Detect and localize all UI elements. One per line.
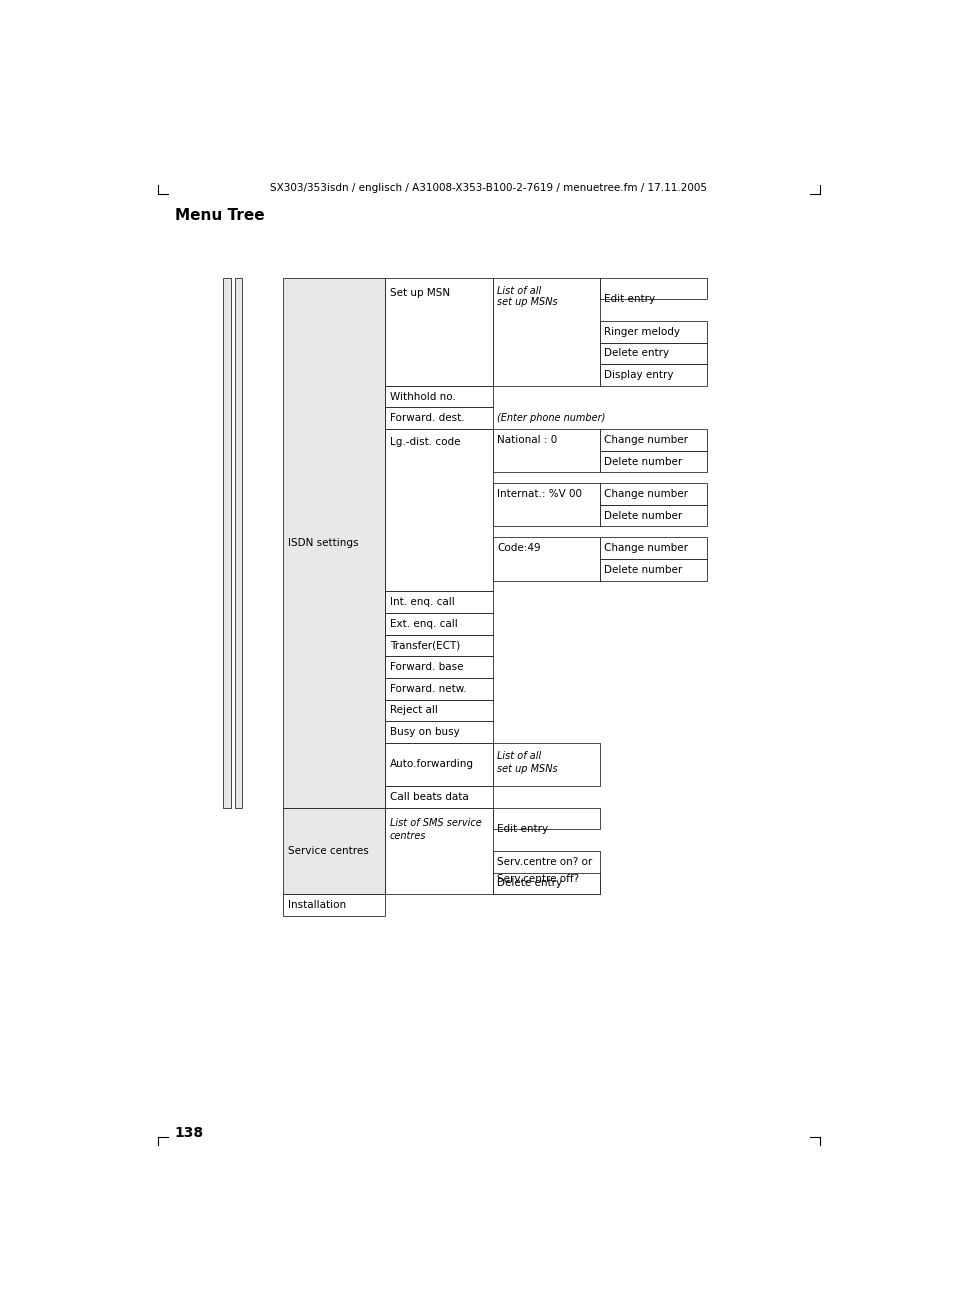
Text: National : 0: National : 0 <box>497 435 557 444</box>
Text: Transfer(ECT): Transfer(ECT) <box>390 640 459 651</box>
Bar <box>492 537 599 580</box>
Text: Int. enq. call: Int. enq. call <box>390 597 455 608</box>
Text: Delete entry: Delete entry <box>497 878 561 889</box>
Bar <box>385 699 492 721</box>
Text: ISDN settings: ISDN settings <box>288 537 358 548</box>
Bar <box>492 429 599 472</box>
Bar <box>599 537 706 559</box>
Text: Call beats data: Call beats data <box>390 792 468 802</box>
Bar <box>385 678 492 699</box>
Bar <box>599 365 706 386</box>
Bar <box>283 808 385 894</box>
Bar <box>222 277 231 808</box>
Bar <box>283 894 385 916</box>
Bar <box>492 742 599 786</box>
Text: List of all: List of all <box>497 750 540 761</box>
Text: Change number: Change number <box>603 544 687 553</box>
Text: Edit entry: Edit entry <box>497 825 548 834</box>
Text: Reject all: Reject all <box>390 706 437 715</box>
Bar <box>385 591 492 613</box>
Bar <box>599 484 706 505</box>
Bar <box>385 386 492 408</box>
Text: Delete entry: Delete entry <box>603 349 669 358</box>
Text: centres: centres <box>390 831 426 840</box>
Text: List of all: List of all <box>497 286 540 295</box>
Text: Set up MSN: Set up MSN <box>390 288 450 298</box>
Text: Delete number: Delete number <box>603 456 681 467</box>
Text: Lg.-dist. code: Lg.-dist. code <box>390 437 460 447</box>
Text: Serv.centre on? or: Serv.centre on? or <box>497 857 592 867</box>
Bar <box>599 429 706 451</box>
Text: Delete number: Delete number <box>603 511 681 520</box>
Text: List of SMS service: List of SMS service <box>390 818 481 827</box>
Bar <box>492 277 599 386</box>
Bar <box>492 851 599 894</box>
Text: SX303/353isdn / englisch / A31008-X353-B100-2-7619 / menuetree.fm / 17.11.2005: SX303/353isdn / englisch / A31008-X353-B… <box>270 183 707 193</box>
Bar <box>385 277 492 386</box>
Bar <box>235 277 242 808</box>
Text: (Enter phone number): (Enter phone number) <box>497 413 605 423</box>
Text: Change number: Change number <box>603 435 687 444</box>
Bar <box>385 635 492 656</box>
Bar <box>492 808 599 830</box>
Bar <box>599 505 706 527</box>
Bar <box>385 721 492 742</box>
Text: Auto.forwarding: Auto.forwarding <box>390 759 474 770</box>
Text: Forward. dest.: Forward. dest. <box>390 413 464 423</box>
Text: set up MSNs: set up MSNs <box>497 763 558 774</box>
Text: 138: 138 <box>174 1127 204 1140</box>
Bar <box>385 808 492 894</box>
Text: Forward. base: Forward. base <box>390 663 463 672</box>
Text: Forward. netw.: Forward. netw. <box>390 684 466 694</box>
Bar <box>599 322 706 342</box>
Bar <box>385 656 492 678</box>
Bar <box>599 451 706 472</box>
Bar <box>599 277 706 299</box>
Bar <box>385 786 492 808</box>
Text: Installation: Installation <box>288 901 346 910</box>
Text: Change number: Change number <box>603 489 687 499</box>
Text: Code:49: Code:49 <box>497 544 540 553</box>
Text: Delete number: Delete number <box>603 565 681 575</box>
Bar <box>599 559 706 580</box>
Bar <box>283 277 385 808</box>
Text: Internat.: %V 00: Internat.: %V 00 <box>497 489 581 499</box>
Text: Ringer melody: Ringer melody <box>603 327 679 337</box>
Text: Edit entry: Edit entry <box>603 294 655 305</box>
Bar <box>492 484 599 527</box>
Text: Menu Tree: Menu Tree <box>174 208 264 222</box>
Bar <box>492 873 599 894</box>
Text: set up MSNs: set up MSNs <box>497 298 558 307</box>
Bar <box>385 408 492 429</box>
Bar <box>599 342 706 365</box>
Text: Display entry: Display entry <box>603 370 673 380</box>
Bar <box>385 742 492 786</box>
Bar <box>385 613 492 635</box>
Text: Service centres: Service centres <box>288 846 368 856</box>
Text: Ext. enq. call: Ext. enq. call <box>390 618 457 629</box>
Text: Withhold no.: Withhold no. <box>390 392 456 401</box>
Bar <box>385 429 492 591</box>
Text: Busy on busy: Busy on busy <box>390 727 459 737</box>
Text: Serv.centre off?: Serv.centre off? <box>497 874 578 884</box>
